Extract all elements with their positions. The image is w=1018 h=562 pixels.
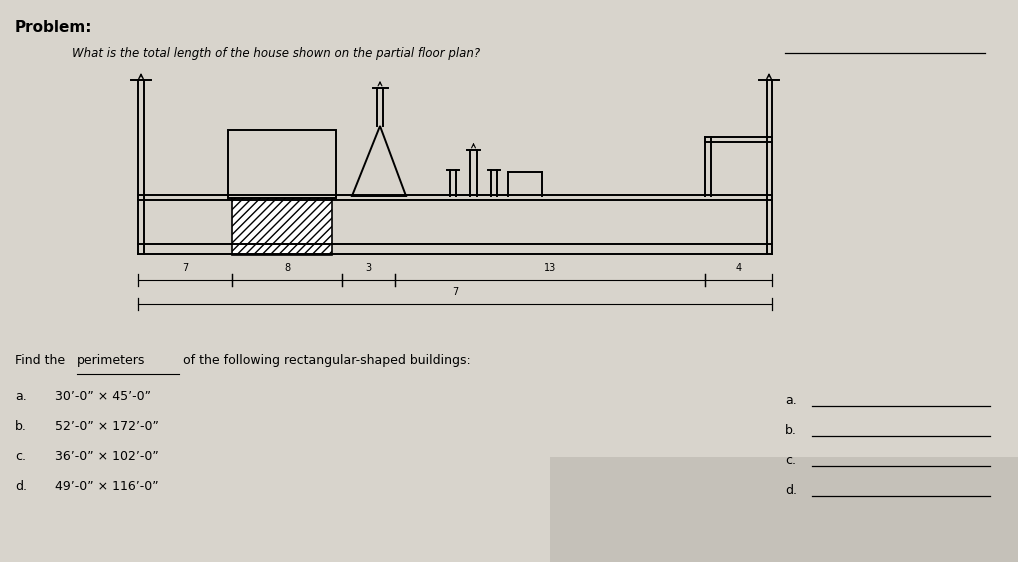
Text: b.: b. [15,420,26,433]
Text: What is the total length of the house shown on the partial floor plan?: What is the total length of the house sh… [72,47,480,60]
Text: perimeters: perimeters [77,354,146,367]
Text: 52’-0” × 172’-0”: 52’-0” × 172’-0” [55,420,159,433]
Text: b.: b. [785,424,797,437]
Text: 7: 7 [182,263,188,273]
Text: a.: a. [785,394,797,407]
Text: 8: 8 [284,263,290,273]
Text: c.: c. [15,450,26,463]
Text: 7: 7 [452,287,458,297]
Text: 4: 4 [735,263,741,273]
Text: d.: d. [785,484,797,497]
Text: 13: 13 [544,263,556,273]
Bar [228,130,336,198]
Polygon shape [352,126,406,196]
Text: 3: 3 [365,263,372,273]
Text: d.: d. [15,480,27,493]
Text: Problem:: Problem: [15,20,93,35]
Bar [550,457,1018,562]
Text: Find the: Find the [15,354,69,367]
Text: a.: a. [15,390,26,403]
Text: c.: c. [785,454,796,467]
Text: 49’-0” × 116’-0”: 49’-0” × 116’-0” [55,480,159,493]
Text: of the following rectangular-shaped buildings:: of the following rectangular-shaped buil… [179,354,470,367]
Text: 36’-0” × 102’-0”: 36’-0” × 102’-0” [55,450,159,463]
Bar [232,195,332,255]
Text: 30’-0” × 45’-0”: 30’-0” × 45’-0” [55,390,151,403]
